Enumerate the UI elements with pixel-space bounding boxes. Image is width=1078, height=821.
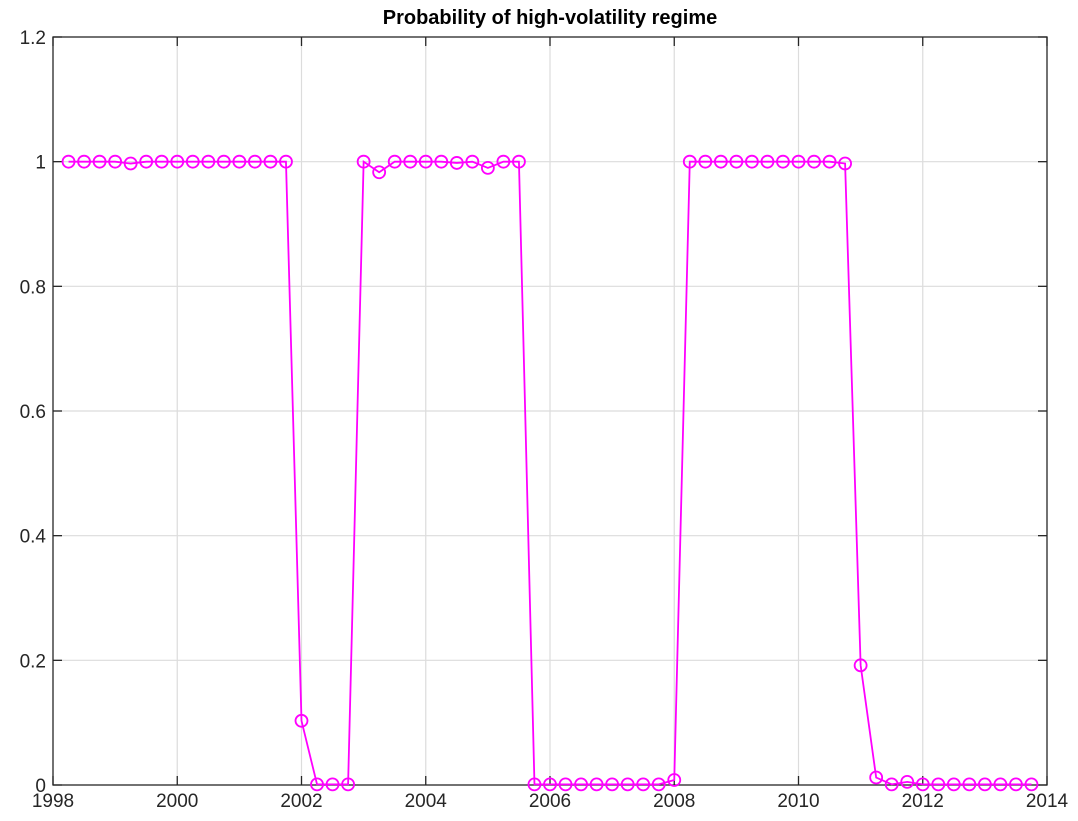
data-point-marker — [558, 777, 573, 792]
x-tick-label: 2014 — [1026, 791, 1069, 812]
x-tick-label: 2000 — [156, 791, 198, 812]
grid-layer — [53, 37, 1047, 785]
data-point-marker — [372, 165, 387, 180]
data-point-marker — [108, 154, 123, 169]
data-point-marker — [154, 154, 169, 169]
data-point-marker — [216, 154, 231, 169]
data-point-marker — [807, 154, 821, 169]
y-tick-label: 0 — [35, 776, 46, 797]
data-point-marker — [341, 777, 355, 792]
data-point-marker — [667, 773, 682, 787]
y-tick-label: 0.6 — [20, 402, 46, 423]
data-point-marker — [449, 156, 464, 170]
data-point-marker — [574, 777, 588, 792]
y-tick-label: 0.2 — [20, 651, 46, 672]
data-point-marker — [310, 777, 324, 792]
x-tick-label: 1998 — [32, 791, 74, 812]
data-point-marker — [993, 777, 1008, 792]
data-point-marker — [713, 154, 728, 169]
data-point-marker — [729, 154, 744, 169]
data-point-marker — [170, 154, 185, 169]
data-point-marker — [77, 154, 91, 169]
data-point-marker — [822, 154, 837, 169]
x-tick-label: 2010 — [777, 791, 819, 812]
data-point-marker — [248, 154, 262, 169]
x-tick-label: 2008 — [653, 791, 695, 812]
data-point-marker — [651, 777, 666, 792]
x-tick-label: 2012 — [902, 791, 944, 812]
x-tick-label: 2006 — [529, 791, 571, 812]
data-point-marker — [620, 777, 635, 792]
data-point-marker — [962, 777, 977, 792]
data-point-marker — [884, 777, 899, 792]
x-tick-label: 2002 — [280, 791, 322, 812]
data-point-marker — [698, 154, 713, 169]
data-point-marker — [869, 770, 884, 785]
data-point-marker — [682, 154, 697, 169]
data-point-marker — [325, 777, 340, 792]
y-tick-label: 1.2 — [20, 28, 46, 49]
data-point-marker — [760, 154, 775, 169]
data-point-marker — [636, 777, 651, 792]
series-layer — [61, 154, 1039, 792]
chart-title: Probability of high-volatility regime — [383, 7, 717, 29]
data-point-marker — [745, 154, 759, 169]
data-point-marker — [185, 154, 200, 169]
data-point-marker — [900, 774, 915, 789]
tick-layer: 1998 2000 2002 2004 2006 2008 2010 2012 2014 0 0.2… — [20, 28, 1069, 812]
data-point-marker — [123, 156, 138, 171]
y-tick-label: 0.8 — [20, 277, 46, 298]
data-point-marker — [387, 154, 402, 169]
data-point-marker — [931, 777, 946, 792]
data-point-marker — [263, 154, 278, 169]
data-point-marker — [356, 154, 371, 169]
data-point-marker — [465, 154, 480, 169]
data-point-marker — [61, 154, 76, 169]
data-point-marker — [279, 154, 293, 169]
data-point-marker — [605, 777, 620, 792]
data-point-marker — [977, 777, 992, 792]
data-point-marker — [512, 154, 526, 169]
data-point-marker — [92, 154, 107, 169]
data-point-marker — [232, 154, 247, 169]
data-point-marker — [791, 154, 806, 169]
data-point-marker — [838, 156, 852, 171]
data-point-marker — [589, 777, 604, 792]
data-point-marker — [201, 154, 216, 169]
y-tick-label: 1 — [35, 153, 46, 174]
data-point-marker — [294, 713, 309, 728]
data-point-marker — [946, 777, 961, 792]
data-point-marker — [543, 777, 557, 792]
y-tick-label: 0.4 — [20, 527, 47, 548]
data-point-marker — [1009, 777, 1023, 792]
data-point-marker — [434, 154, 449, 169]
data-point-marker — [139, 154, 154, 169]
data-point-marker — [915, 777, 930, 792]
data-point-marker — [853, 658, 868, 673]
data-point-marker — [403, 154, 418, 169]
x-tick-label: 2004 — [405, 791, 448, 812]
data-point-marker — [418, 154, 433, 169]
data-point-marker — [1024, 777, 1039, 792]
data-point-marker — [480, 160, 495, 175]
data-point-marker — [776, 154, 790, 169]
data-point-marker — [496, 154, 511, 169]
data-point-marker — [527, 777, 542, 792]
